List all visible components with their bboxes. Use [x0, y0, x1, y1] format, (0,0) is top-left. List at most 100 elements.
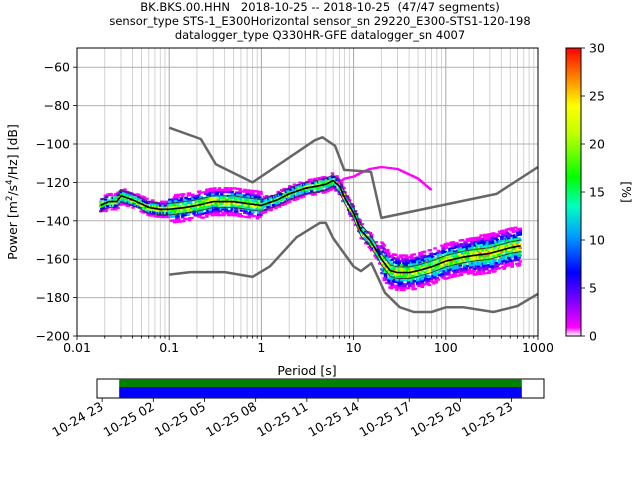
heatmap-cell: [222, 196, 226, 199]
heatmap-cell: [195, 196, 200, 199]
heatmap-cell: [434, 279, 438, 282]
heatmap-cell: [260, 200, 264, 203]
heatmap-cell: [158, 206, 163, 209]
heatmap-cell: [473, 240, 478, 243]
heatmap-cell: [434, 267, 438, 271]
heatmap-cell: [228, 196, 232, 199]
heatmap-cell: [215, 192, 219, 196]
heatmap-cell: [509, 248, 513, 251]
heatmap-cell: [458, 272, 463, 275]
heatmap-cell: [388, 259, 392, 262]
heatmap-cell: [395, 269, 399, 272]
heatmap-cell: [500, 245, 504, 248]
y-tick-label: −140: [36, 213, 70, 228]
heatmap-cell: [153, 209, 157, 212]
heatmap-cell: [211, 208, 216, 211]
heatmap-cell: [390, 277, 395, 281]
heatmap-cell: [315, 189, 320, 192]
heatmap-cell: [374, 241, 378, 244]
heatmap-cell: [255, 190, 260, 193]
heatmap-cell: [254, 194, 259, 197]
heatmap-cell: [192, 208, 196, 211]
heatmap-cell: [430, 277, 435, 280]
heatmap-cell: [224, 202, 229, 205]
heatmap-cell: [177, 199, 181, 202]
heatmap-cell: [304, 185, 308, 188]
heatmap-cell: [419, 180, 423, 183]
heatmap-cell: [161, 210, 165, 213]
heatmap-cell: [309, 189, 314, 193]
heatmap-cell: [490, 244, 495, 247]
heatmap-cell: [201, 206, 206, 210]
heatmap-cell: [296, 197, 300, 200]
heatmap-cell: [502, 267, 506, 270]
heatmap-cell: [199, 195, 203, 199]
heatmap-cell: [417, 258, 421, 261]
heatmap-cell: [285, 190, 290, 193]
heatmap-cell: [502, 244, 506, 247]
x-tick-label: 1000: [522, 340, 554, 355]
timeline-tick-label: 10-25 08: [203, 399, 259, 440]
heatmap-cell: [470, 256, 474, 259]
heatmap-cell: [213, 189, 217, 192]
heatmap-cell: [489, 238, 494, 241]
heatmap-cell: [513, 236, 518, 239]
heatmap-cell: [456, 259, 460, 262]
heatmap-cell: [395, 259, 399, 263]
heatmap-cell: [114, 192, 118, 196]
heatmap-cell: [291, 187, 296, 190]
heatmap-cell: [420, 278, 425, 281]
heatmap-cell: [420, 264, 425, 267]
heatmap-cell: [277, 201, 282, 204]
heatmap-cell: [386, 248, 390, 252]
heatmap-cell: [464, 270, 468, 274]
heatmap-cell: [495, 233, 499, 236]
heatmap-cell: [360, 223, 365, 226]
heatmap-cell: [465, 257, 470, 260]
heatmap-cell: [409, 273, 413, 276]
heatmap-cell: [250, 199, 254, 202]
heatmap-cell: [256, 194, 261, 197]
heatmap-cell: [430, 255, 435, 259]
heatmap-cell: [172, 198, 177, 201]
heatmap-cell: [411, 284, 415, 287]
heatmap-cell: [485, 266, 489, 269]
heatmap-cell: [220, 202, 224, 205]
heatmap-cell: [392, 266, 397, 270]
heatmap-cell: [187, 207, 192, 210]
x-tick-label: 10: [346, 340, 362, 355]
heatmap-cell: [200, 212, 204, 216]
heatmap-cell: [433, 247, 437, 250]
heatmap-cell: [460, 260, 465, 263]
heatmap-cell: [369, 233, 374, 236]
y-tick-label: −100: [36, 137, 70, 152]
heatmap-cell: [145, 197, 149, 200]
heatmap-cell: [232, 202, 237, 205]
heatmap-cell: [412, 253, 417, 256]
heatmap-cell: [462, 271, 466, 274]
heatmap-cell: [485, 268, 489, 271]
heatmap-cell: [205, 215, 209, 218]
heatmap-cell: [292, 183, 297, 186]
heatmap-cell: [354, 214, 359, 218]
heatmap-cell: [383, 253, 388, 256]
heatmap-cell: [477, 238, 481, 241]
heatmap-cell: [495, 238, 499, 242]
heatmap-cell: [380, 245, 384, 248]
heatmap-cell: [276, 196, 281, 199]
heatmap-cell: [231, 196, 236, 199]
heatmap-cell: [518, 229, 523, 232]
heatmap-cell: [448, 266, 452, 270]
heatmap-cell: [471, 237, 475, 240]
heatmap-cell: [455, 246, 459, 249]
heatmap-cell: [429, 252, 434, 255]
y-axis-label: Power [m2/s4/Hz] [dB]: [5, 124, 20, 260]
heatmap-cell: [409, 282, 413, 286]
heatmap-cell: [413, 287, 418, 290]
heatmap-cell: [517, 264, 521, 267]
heatmap-cell: [238, 213, 242, 216]
heatmap-cell: [441, 265, 445, 268]
heatmap-cell: [115, 204, 119, 207]
heatmap-cell: [387, 277, 391, 280]
heatmap-cell: [250, 214, 254, 217]
